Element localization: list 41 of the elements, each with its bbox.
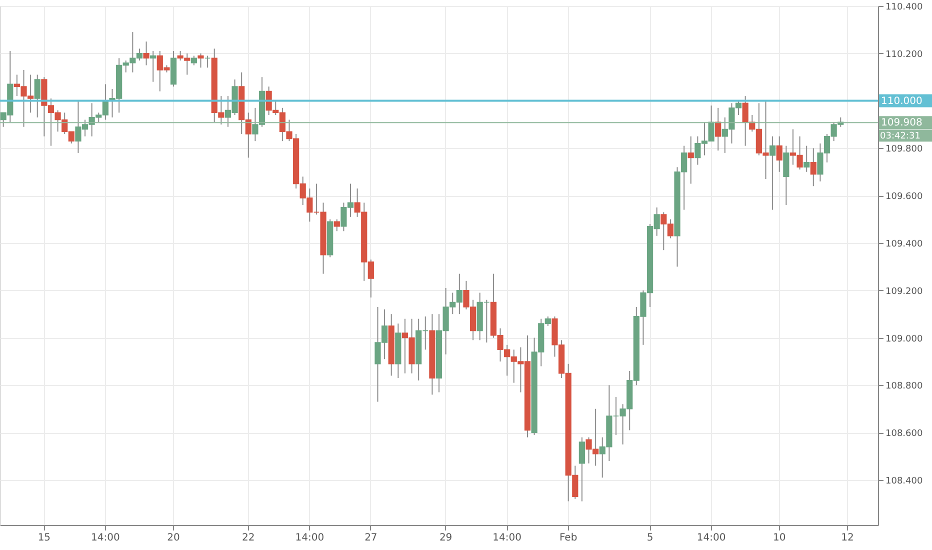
x-tick-label: Feb bbox=[559, 532, 578, 544]
x-tick-label: 27 bbox=[364, 532, 378, 544]
x-tick-label: 14:00 bbox=[492, 532, 522, 544]
candlestick bbox=[688, 136, 694, 184]
ref-line-label: 109.908 bbox=[881, 118, 922, 129]
candlestick bbox=[34, 74, 40, 118]
candlestick bbox=[143, 41, 150, 66]
candlestick bbox=[776, 136, 782, 172]
x-tick-label: 15 bbox=[38, 532, 51, 544]
ref-line-label: 110.000 bbox=[881, 96, 922, 107]
x-tick-label: 14:00 bbox=[696, 532, 726, 544]
y-tick-label: 110.400 bbox=[886, 2, 923, 12]
x-tick-label: 14:00 bbox=[295, 532, 324, 544]
x-tick-label: 5 bbox=[646, 532, 654, 544]
candlestick bbox=[150, 50, 156, 82]
y-tick-label: 109.200 bbox=[886, 286, 923, 297]
x-tick-label: 20 bbox=[167, 532, 180, 544]
y-tick-label: 109.600 bbox=[886, 192, 923, 202]
y-tick-label: 109.400 bbox=[886, 239, 923, 250]
candlestick bbox=[198, 52, 204, 68]
x-tick-label: 29 bbox=[439, 532, 452, 544]
candlestick bbox=[190, 55, 197, 66]
candlestick bbox=[204, 55, 211, 68]
x-tick-label: 12 bbox=[841, 532, 854, 544]
candlestick bbox=[334, 218, 340, 232]
candlestick bbox=[770, 136, 776, 210]
y-tick-label: 109.000 bbox=[886, 334, 923, 344]
y-tick-label: 110.200 bbox=[886, 50, 923, 60]
candlestick bbox=[783, 145, 790, 206]
x-tick-label: 22 bbox=[242, 532, 255, 544]
x-tick-label: 14:00 bbox=[91, 532, 120, 544]
text: 03:42:31 bbox=[880, 132, 920, 142]
candlestick bbox=[810, 148, 816, 187]
y-tick-label: 109.800 bbox=[886, 144, 923, 155]
y-tick-label: 108.800 bbox=[886, 382, 923, 392]
y-tick-label: 108.400 bbox=[886, 476, 923, 486]
x-tick-label: 10 bbox=[772, 532, 786, 544]
candlestick bbox=[715, 107, 722, 152]
y-tick-label: 108.600 bbox=[886, 429, 923, 440]
candlestick bbox=[804, 145, 810, 172]
candlestick bbox=[578, 436, 586, 502]
